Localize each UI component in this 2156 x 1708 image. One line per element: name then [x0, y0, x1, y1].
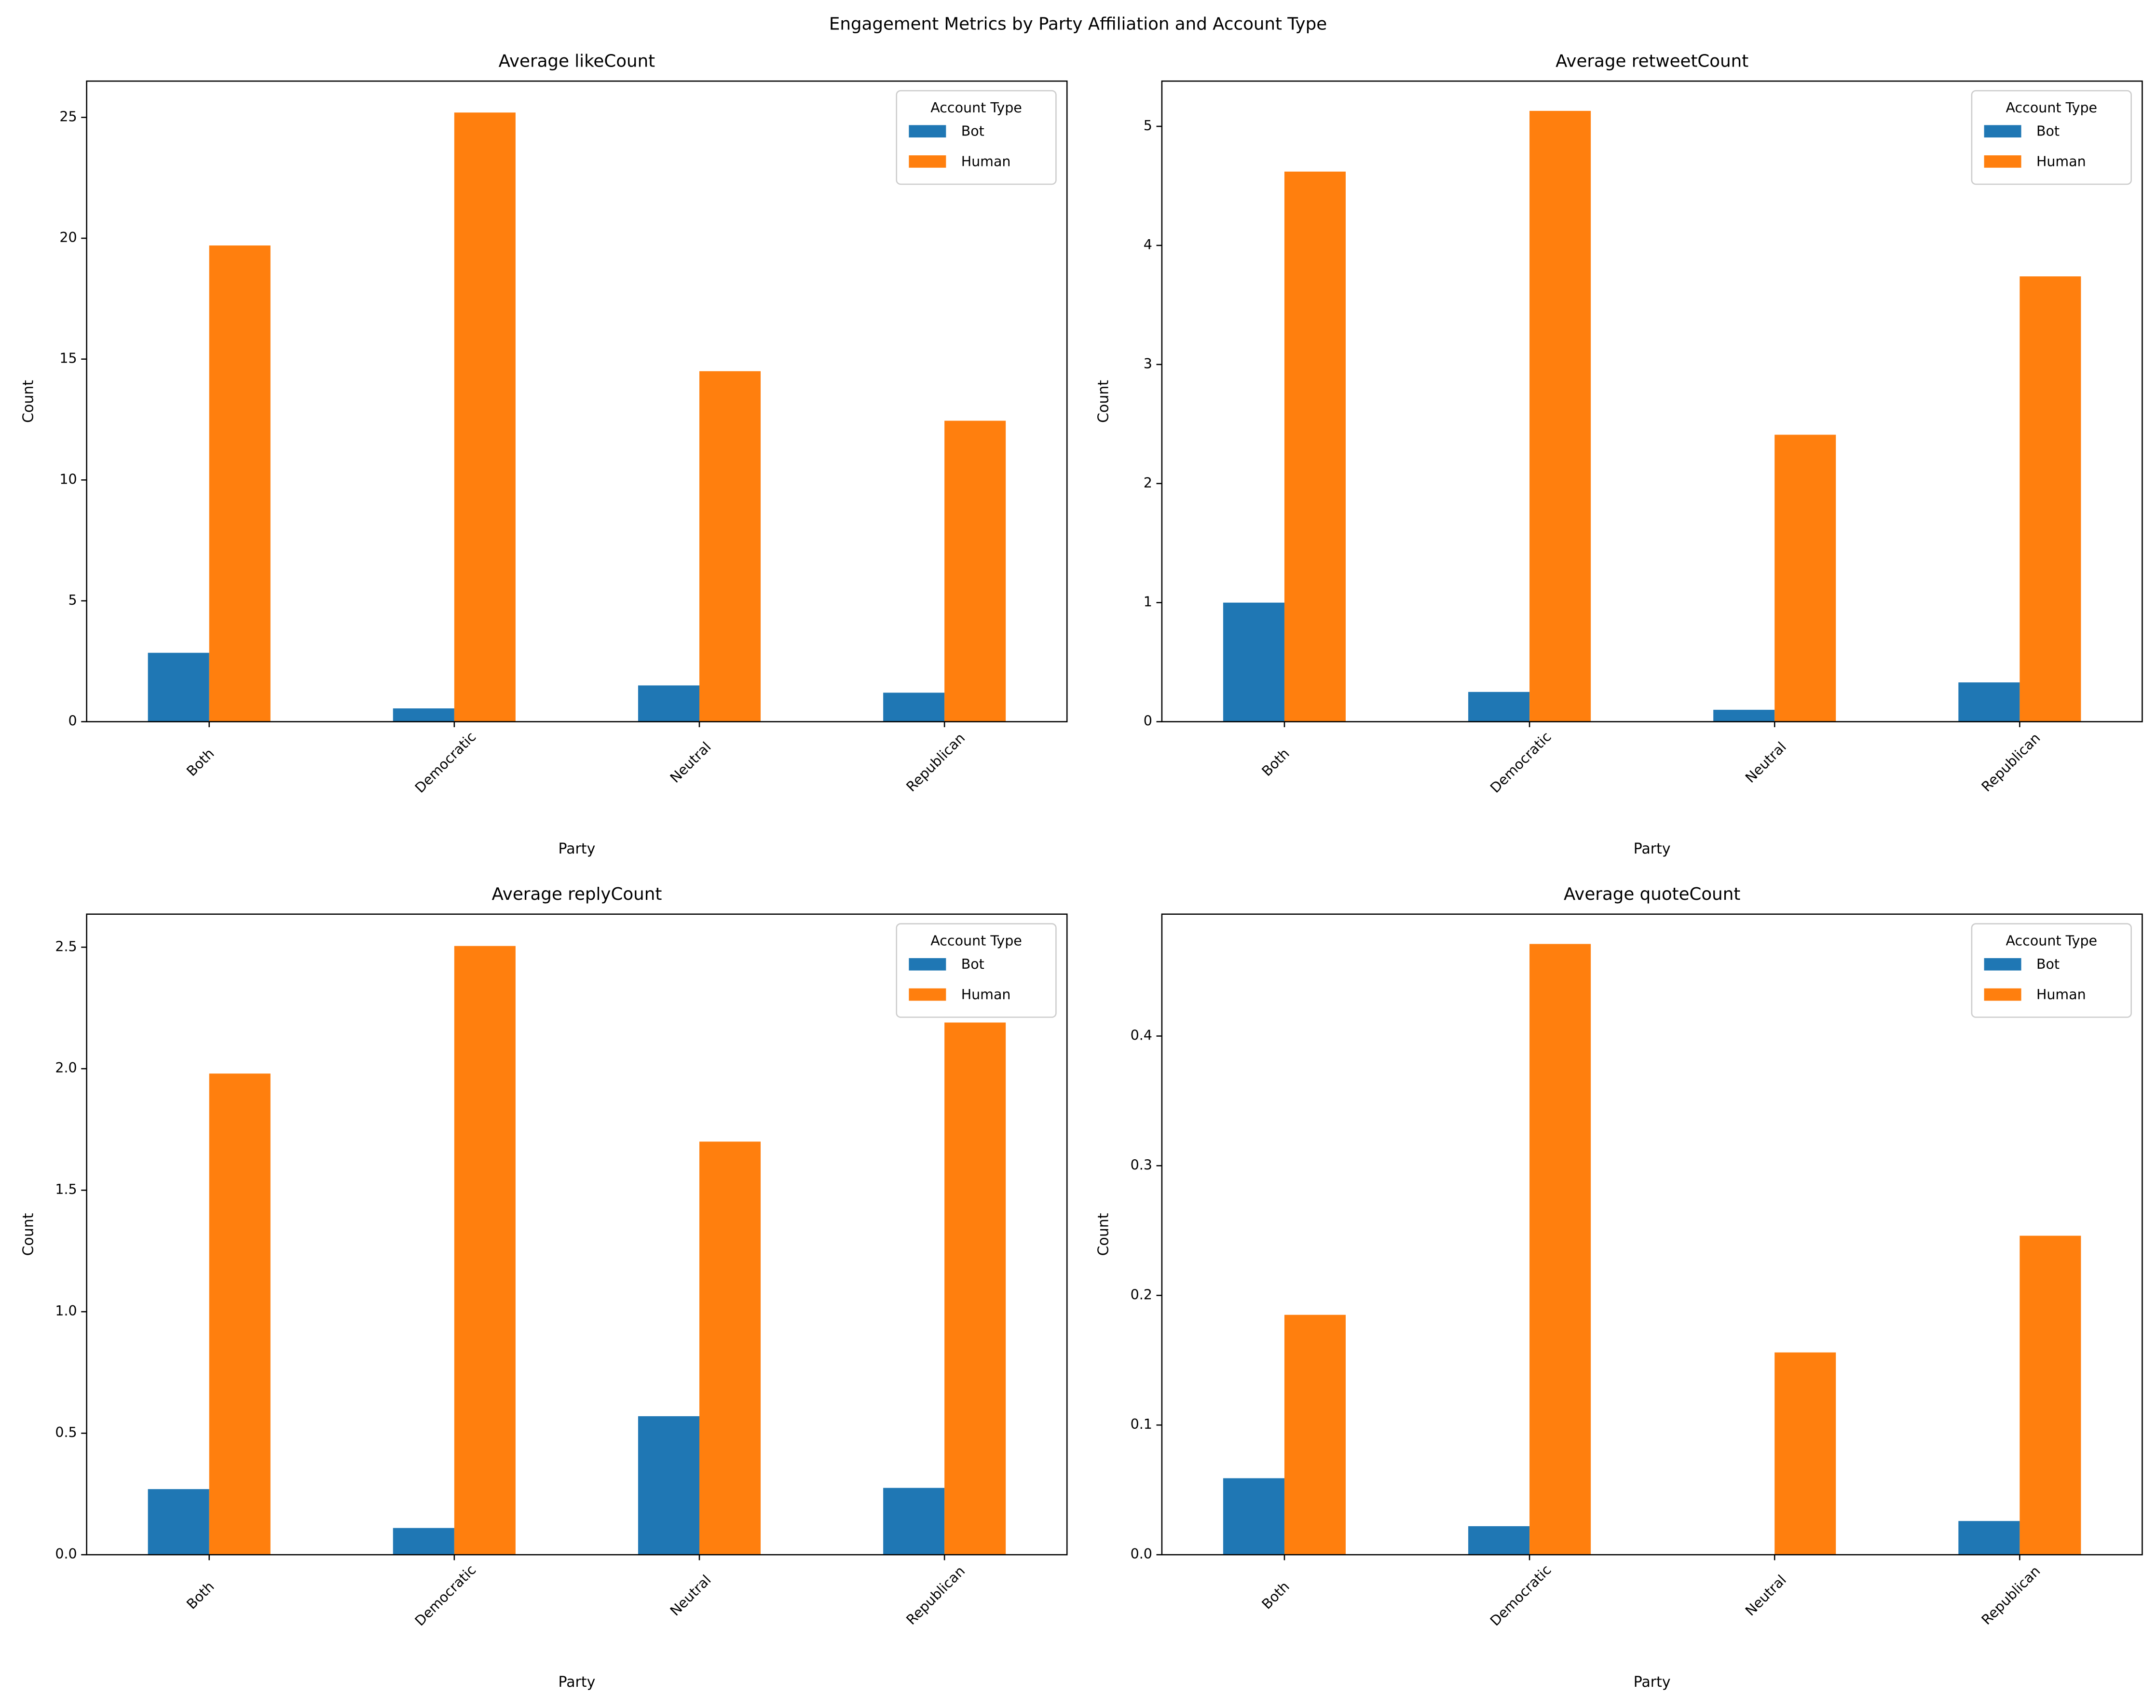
bar [638, 1416, 699, 1555]
bar [2020, 276, 2081, 722]
subplot-title: Average quoteCount [1564, 884, 1740, 904]
bar [148, 652, 209, 722]
legend-swatch [1984, 988, 2021, 1001]
y-tick-label: 1 [1144, 594, 1152, 610]
x-axis-label: Party [559, 1674, 596, 1691]
y-tick-label: 2.0 [55, 1060, 77, 1076]
bar [1223, 1478, 1284, 1555]
bar [454, 112, 516, 722]
bar [883, 692, 945, 722]
bar [393, 708, 454, 722]
legend-label: Human [2036, 987, 2086, 1003]
bar [699, 1141, 761, 1555]
y-tick-label: 0.0 [55, 1546, 77, 1562]
y-tick-label: 0.1 [1131, 1416, 1152, 1432]
legend-title: Account Type [930, 100, 1022, 116]
legend-swatch [909, 988, 946, 1001]
x-axis-label: Party [559, 840, 596, 857]
legend-label: Bot [2036, 123, 2060, 139]
y-tick-label: 4 [1144, 237, 1152, 253]
bar [1223, 602, 1284, 722]
y-axis-label: Count [1095, 1213, 1112, 1256]
bar [1774, 434, 1836, 722]
bar [1958, 1521, 2020, 1555]
bar [454, 946, 516, 1555]
y-tick-label: 10 [59, 471, 77, 487]
x-axis-label: Party [1634, 1674, 1671, 1691]
bar [699, 371, 761, 722]
bar [209, 245, 271, 722]
y-tick-label: 20 [59, 230, 77, 245]
legend-swatch [1984, 155, 2021, 168]
y-tick-label: 5 [68, 592, 77, 608]
legend-swatch [909, 958, 946, 971]
y-tick-label: 25 [59, 108, 77, 124]
plot-frame [86, 80, 1068, 722]
bar [638, 685, 699, 722]
plot-frame [1161, 913, 2143, 1556]
y-tick-label: 1.0 [55, 1303, 77, 1319]
legend-label: Bot [961, 123, 984, 139]
bar [209, 1073, 271, 1555]
x-axis-label: Party [1634, 840, 1671, 857]
bar [1284, 1315, 1346, 1555]
subplot-title: Average likeCount [499, 51, 655, 71]
y-tick-label: 15 [59, 351, 77, 366]
y-tick-label: 2 [1144, 475, 1152, 491]
legend-title: Account Type [2006, 933, 2098, 949]
bar [148, 1489, 209, 1555]
bar [1529, 110, 1591, 722]
y-tick-label: 0.3 [1131, 1157, 1152, 1173]
bar [1713, 709, 1775, 722]
y-tick-label: 2.5 [55, 938, 77, 954]
subplot-title: Average replyCount [492, 884, 662, 904]
bar [944, 1022, 1006, 1555]
bar [393, 1528, 454, 1555]
plot-frame [86, 913, 1068, 1556]
legend-swatch [909, 155, 946, 168]
y-tick-label: 0.0 [1131, 1546, 1152, 1562]
figure-title: Engagement Metrics by Party Affiliation … [829, 14, 1327, 34]
y-tick-label: 5 [1144, 118, 1152, 134]
legend-label: Bot [961, 956, 984, 972]
y-tick-label: 3 [1144, 356, 1152, 372]
y-axis-label: Count [20, 380, 37, 423]
y-tick-label: 0 [68, 713, 77, 729]
y-tick-label: 0.5 [55, 1424, 77, 1440]
y-tick-label: 1.5 [55, 1181, 77, 1197]
legend-label: Human [961, 987, 1011, 1003]
legend-title: Account Type [930, 933, 1022, 949]
y-tick-label: 0.2 [1131, 1287, 1152, 1302]
bar [1284, 171, 1346, 722]
legend-label: Bot [2036, 956, 2060, 972]
subplot-title: Average retweetCount [1556, 51, 1748, 71]
y-axis-label: Count [1095, 380, 1112, 423]
plot-frame [1161, 80, 2143, 722]
bar [944, 420, 1006, 722]
bar [2020, 1235, 2081, 1555]
legend-label: Human [961, 153, 1011, 169]
legend-title: Account Type [2006, 100, 2098, 116]
bar [1468, 691, 1530, 722]
y-tick-label: 0.4 [1131, 1027, 1152, 1043]
bar [883, 1488, 945, 1555]
bar [1529, 944, 1591, 1555]
legend-swatch [1984, 125, 2021, 138]
bar [1958, 682, 2020, 722]
legend-swatch [909, 125, 946, 138]
bar [1774, 1352, 1836, 1555]
y-tick-label: 0 [1144, 713, 1152, 729]
legend-swatch [1984, 958, 2021, 971]
bar [1468, 1526, 1530, 1555]
y-axis-label: Count [20, 1213, 37, 1256]
legend-label: Human [2036, 153, 2086, 169]
